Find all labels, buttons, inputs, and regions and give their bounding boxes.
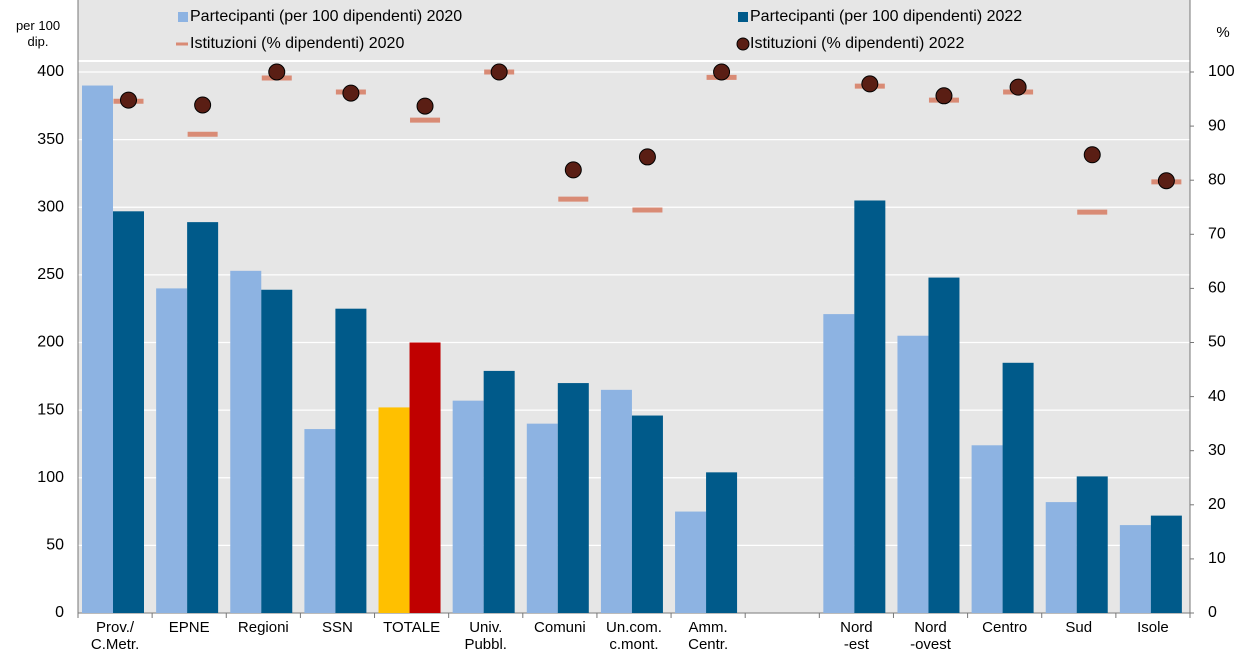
y-tick-label: 350 [37,131,64,148]
x-tick-label: Univ. Pubbl. [464,619,507,653]
marker-dot [1009,78,1027,96]
bar [409,342,441,613]
x-tick-label: Nord -ovest [910,619,951,653]
y2-tick-label: 10 [1208,550,1226,567]
x-tick-label: Sud [1065,619,1093,636]
y2-axis-title: % [1216,24,1230,41]
x-tick-label: Isole [1137,619,1169,636]
bar [675,511,707,613]
y-tick-label: 0 [55,604,64,621]
bar [854,200,886,614]
marker-dot [120,91,137,109]
y2-tick-label: 90 [1208,117,1226,134]
y-axis-title: per 100 dip. [15,18,61,49]
y2-tick-label: 50 [1208,334,1226,351]
x-tick-label: Amm. Centr. [688,619,729,653]
y2-tick-label: 100 [1208,63,1235,80]
y-tick-label: 150 [37,401,64,418]
bar [378,407,410,613]
bar [156,288,188,613]
bar [971,445,1003,613]
bar [304,429,336,613]
legend-swatch [178,12,188,22]
bar [1150,515,1182,613]
marker-dot [1157,172,1175,190]
x-tick-label: EPNE [168,619,210,636]
y-tick-label: 200 [37,334,64,351]
bar [187,222,219,613]
y-tick-label: 400 [37,63,64,80]
marker-dot [713,63,731,81]
bar [1045,502,1077,613]
y2-tick-label: 20 [1208,496,1226,513]
marker-dot [564,161,582,179]
bar [113,211,144,613]
y-tick-label: 300 [37,198,64,215]
bar [823,314,855,613]
marker-dot [416,97,434,115]
marker-dot [268,63,286,81]
y-tick-label: 250 [37,266,64,283]
y2-tick-label: 30 [1208,442,1226,459]
legend-label: Istituzioni (% dipendenti) 2022 [750,35,964,52]
bar [261,289,293,613]
bar [230,270,262,613]
x-tick-label: Comuni [534,619,586,636]
bar [928,277,960,613]
marker-dot [638,148,656,166]
x-tick-label: Centro [982,619,1028,636]
bar [1002,362,1034,613]
bar [706,472,738,613]
marker-dot [490,63,508,81]
x-tick-label: Prov./ C.Metr. [90,619,140,653]
bar [483,370,515,613]
bar [335,308,367,613]
x-tick-label: Un.com. c.mont. [606,619,662,653]
x-tick-label: TOTALE [383,619,441,636]
y2-tick-label: 60 [1208,280,1226,297]
y-tick-label: 100 [37,469,64,486]
legend-label: Istituzioni (% dipendenti) 2020 [190,35,404,52]
marker-dot [935,87,953,105]
x-tick-label: Regioni [237,619,289,636]
bar [82,85,113,613]
y2-tick-label: 0 [1208,604,1217,621]
y-tick-label: 50 [46,537,64,554]
bar [526,423,558,613]
bar [452,400,484,613]
marker-dot [1083,146,1101,164]
bar [557,383,589,613]
x-tick-label: Nord -est [840,619,873,653]
bar [600,389,632,613]
legend-label: Partecipanti (per 100 dipendenti) 2022 [750,8,1022,25]
x-tick-label: SSN [322,619,353,636]
marker-dot [342,84,360,102]
marker-dot [861,75,879,93]
legend-label: Partecipanti (per 100 dipendenti) 2020 [190,8,462,25]
legend-swatch [738,12,748,22]
marker-dot [194,96,212,114]
y2-tick-label: 70 [1208,226,1226,243]
y2-tick-label: 80 [1208,171,1226,188]
bar [897,335,929,613]
bar [631,415,663,613]
bar [1076,476,1108,613]
bar [1119,525,1151,613]
y2-tick-label: 40 [1208,388,1226,405]
legend-swatch [736,37,750,51]
